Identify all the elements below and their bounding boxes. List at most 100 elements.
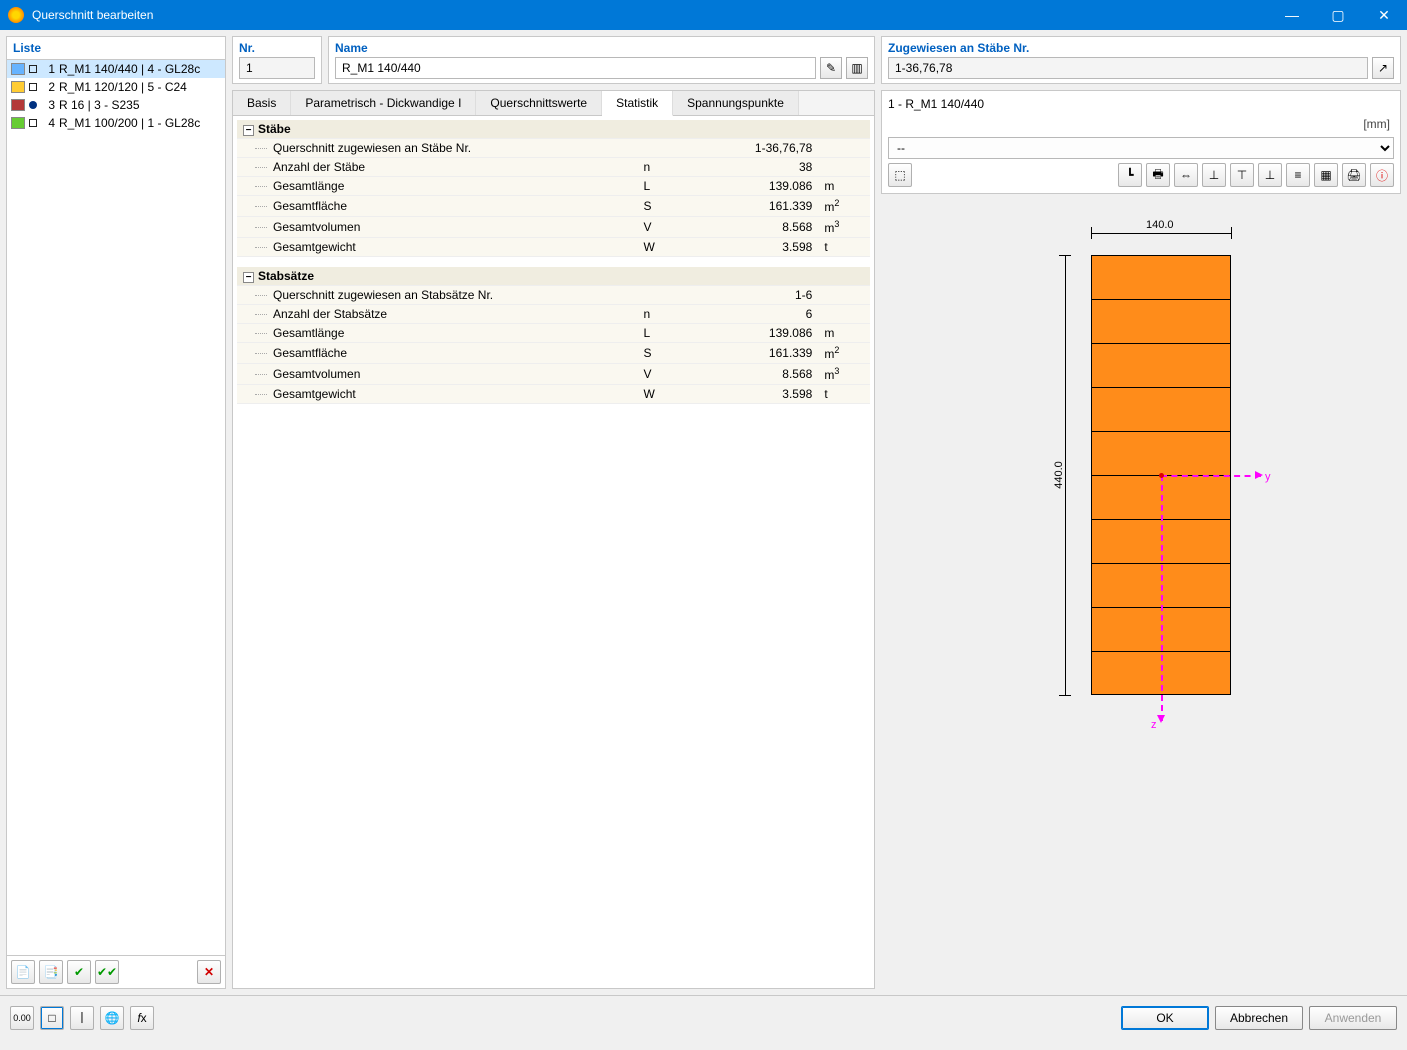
stat-label: Gesamtgewicht [237, 384, 637, 403]
stat-value: 8.568 [689, 363, 818, 384]
table-row: GesamtvolumenV8.568m3 [237, 217, 870, 238]
dimension-height: 440.0 [1053, 461, 1065, 489]
stat-label: Gesamtlänge [237, 323, 637, 342]
copy-item-button[interactable]: 📑 [39, 960, 63, 984]
tab-basis[interactable]: Basis [233, 91, 291, 115]
maximize-button[interactable]: ▢ [1315, 0, 1361, 30]
assigned-input[interactable] [888, 57, 1368, 79]
field-group-name: Name ✎ ▥ [328, 36, 875, 84]
sidebar-toolbar: 📄 📑 ✔ ✔✔ ✕ [7, 955, 225, 988]
stat-label: Gesamtfläche [237, 342, 637, 363]
stat-label: Querschnitt zugewiesen an Stabsätze Nr. [237, 285, 637, 304]
preview-toolbar: ⬚ ┗ 🖶 ⇔ ⊥ ⊤ ⊥ ≡ ▦ 🖨 ⓘ [888, 163, 1394, 187]
assigned-label: Zugewiesen an Stäbe Nr. [888, 41, 1394, 55]
stat-label: Querschnitt zugewiesen an Stäbe Nr. [237, 139, 637, 158]
stat-value: 6 [689, 304, 818, 323]
preview-panel: 1 - R_M1 140/440 140.0440.0yz [mm] -- ⬚ … [881, 90, 1401, 194]
table-row: Querschnitt zugewiesen an Stabsätze Nr. 1… [237, 285, 870, 304]
pick-members-button[interactable]: ↗ [1372, 57, 1394, 79]
preview-tool-print[interactable]: 🖶 [1146, 163, 1170, 187]
stat-unit: m [818, 323, 870, 342]
stat-unit [818, 158, 870, 177]
color-swatch [11, 81, 25, 93]
tab-querschnittswerte[interactable]: Querschnittswerte [476, 91, 602, 115]
preview-tool-stress3[interactable]: ⊥ [1258, 163, 1282, 187]
footer-tool-fx[interactable]: fx [130, 1006, 154, 1030]
stat-symbol: S [637, 342, 689, 363]
delete-item-button[interactable]: ✕ [197, 960, 221, 984]
list-item[interactable]: 2R_M1 120/120 | 5 - C24 [7, 78, 225, 96]
stat-unit: m2 [818, 342, 870, 363]
sidebar: Liste 1R_M1 140/440 | 4 - GL28c2R_M1 120… [6, 36, 226, 989]
preview-tool-1[interactable]: ⬚ [888, 163, 912, 187]
stat-value: 8.568 [689, 217, 818, 238]
stat-value: 38 [689, 158, 818, 177]
table-group-header[interactable]: −Stäbe [237, 120, 870, 139]
bottom-bar: 0.00 □ ⼁ 🌐 fx OK Abbrechen Anwenden [0, 995, 1407, 1039]
list-item[interactable]: 1R_M1 140/440 | 4 - GL28c [7, 60, 225, 78]
stat-value: 1-6 [689, 285, 818, 304]
footer-tool-box[interactable]: □ [40, 1006, 64, 1030]
nr-label: Nr. [239, 41, 315, 55]
stat-symbol: W [637, 384, 689, 403]
item-number: 4 [41, 116, 55, 130]
stat-unit: m3 [818, 217, 870, 238]
apply-button[interactable]: Anwenden [1309, 1006, 1397, 1030]
preview-tool-dims[interactable]: ⇔ [1174, 163, 1198, 187]
footer-tool-units[interactable]: 0.00 [10, 1006, 34, 1030]
stat-label: Gesamtvolumen [237, 363, 637, 384]
minimize-button[interactable]: — [1269, 0, 1315, 30]
preview-title: 1 - R_M1 140/440 [888, 97, 1394, 111]
list-item[interactable]: 4R_M1 100/200 | 1 - GL28c [7, 114, 225, 132]
table-row: Querschnitt zugewiesen an Stäbe Nr.1-36,… [237, 139, 870, 158]
stat-symbol: L [637, 323, 689, 342]
color-swatch [11, 99, 25, 111]
stat-label: Gesamtfläche [237, 196, 637, 217]
library-button[interactable]: ▥ [846, 57, 868, 79]
check-button[interactable]: ✔ [67, 960, 91, 984]
footer-tool-tree[interactable]: ⼁ [70, 1006, 94, 1030]
sidebar-header: Liste [7, 37, 225, 60]
preview-combo[interactable]: -- [888, 137, 1394, 159]
name-input[interactable] [335, 57, 816, 79]
preview-tool-info[interactable]: ⓘ [1370, 163, 1394, 187]
edit-name-button[interactable]: ✎ [820, 57, 842, 79]
ok-button[interactable]: OK [1121, 1006, 1209, 1030]
footer-tool-globe[interactable]: 🌐 [100, 1006, 124, 1030]
preview-tool-grid[interactable]: ▦ [1314, 163, 1338, 187]
item-number: 3 [41, 98, 55, 112]
new-item-button[interactable]: 📄 [11, 960, 35, 984]
color-swatch [11, 63, 25, 75]
sidebar-list: 1R_M1 140/440 | 4 - GL28c2R_M1 120/120 |… [7, 60, 225, 955]
tab-spannungspunkte[interactable]: Spannungspunkte [673, 91, 799, 115]
collapse-icon[interactable]: − [243, 272, 254, 283]
tab-parametrisch[interactable]: Parametrisch - Dickwandige I [291, 91, 476, 115]
collapse-icon[interactable]: − [243, 125, 254, 136]
table-group-header[interactable]: −Stabsätze [237, 267, 870, 286]
cancel-button[interactable]: Abbrechen [1215, 1006, 1303, 1030]
nr-input[interactable] [239, 57, 315, 79]
preview-tool-printer[interactable]: 🖨 [1342, 163, 1366, 187]
preview-tool-stress1[interactable]: ⊥ [1202, 163, 1226, 187]
preview-tool-values[interactable]: ≡ [1286, 163, 1310, 187]
preview-tool-axes[interactable]: ┗ [1118, 163, 1142, 187]
window-title: Querschnitt bearbeiten [32, 8, 1269, 22]
unit-label: [mm] [888, 115, 1394, 133]
stat-label: Gesamtgewicht [237, 238, 637, 257]
tab-statistik[interactable]: Statistik [602, 91, 673, 116]
centroid-marker [1159, 473, 1164, 478]
table-row: GesamtflächeS161.339m2 [237, 342, 870, 363]
stat-value: 161.339 [689, 196, 818, 217]
check-all-button[interactable]: ✔✔ [95, 960, 119, 984]
top-fields: Nr. Name ✎ ▥ [232, 36, 875, 84]
list-item[interactable]: 3R 16 | 3 - S235 [7, 96, 225, 114]
dimension-width: 140.0 [1146, 219, 1174, 231]
item-label: R_M1 120/120 | 5 - C24 [59, 80, 221, 94]
close-button[interactable]: ✕ [1361, 0, 1407, 30]
stat-unit: t [818, 238, 870, 257]
shape-icon [29, 65, 37, 73]
table-row: Anzahl der Stabsätzen6 [237, 304, 870, 323]
preview-tool-stress2[interactable]: ⊤ [1230, 163, 1254, 187]
stat-label: Anzahl der Stabsätze [237, 304, 637, 323]
stat-symbol: W [637, 238, 689, 257]
